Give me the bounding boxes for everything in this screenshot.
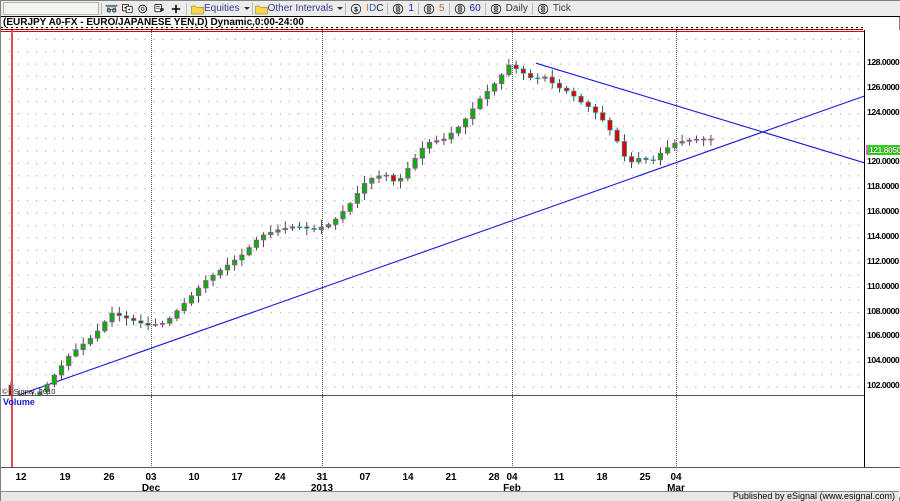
svg-text:$: $ (354, 6, 358, 13)
